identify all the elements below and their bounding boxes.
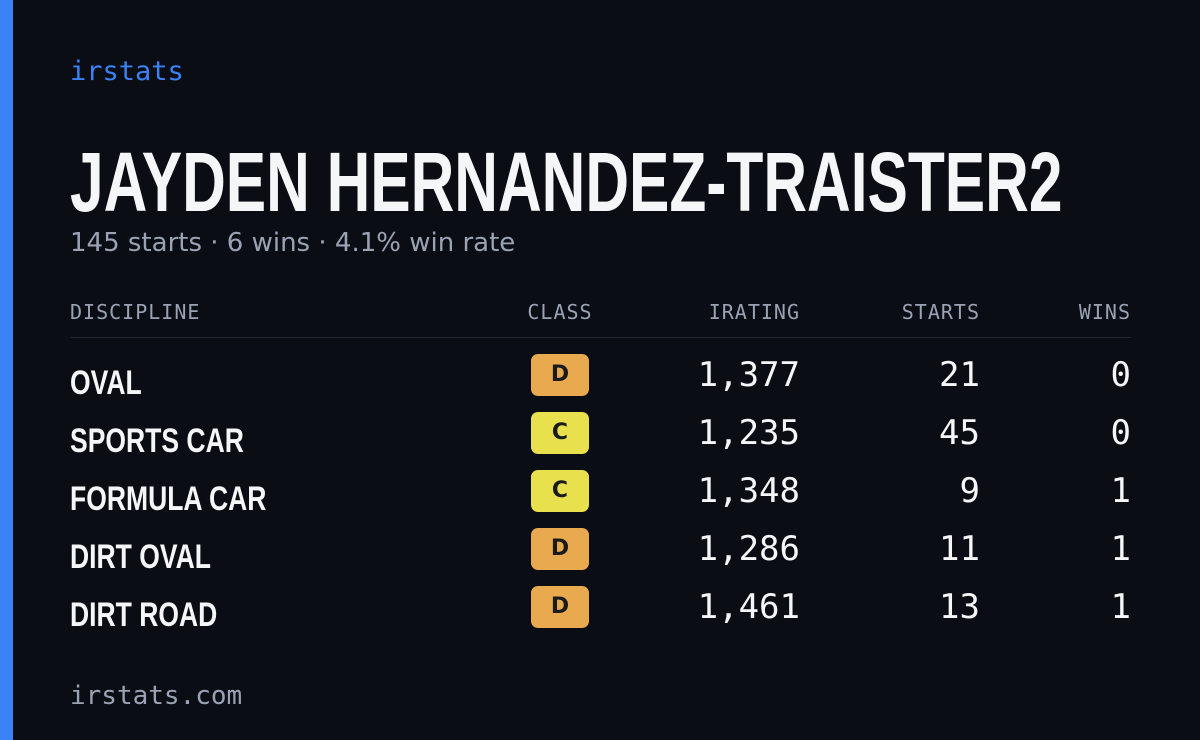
irating: 1,377 bbox=[697, 355, 800, 395]
discipline: OVAL bbox=[70, 364, 142, 402]
column-header: DISCIPLINE bbox=[70, 300, 201, 324]
wins: 0 bbox=[1110, 355, 1131, 395]
starts: 13 bbox=[939, 587, 980, 627]
irating: 1,348 bbox=[697, 471, 800, 511]
discipline: FORMULA CAR bbox=[70, 480, 267, 518]
wins: 1 bbox=[1110, 471, 1131, 511]
summary: 145 starts · 6 wins · 4.1% win rate bbox=[70, 228, 516, 258]
class-badge: D bbox=[531, 354, 589, 396]
discipline: DIRT OVAL bbox=[70, 538, 211, 576]
discipline: DIRT ROAD bbox=[70, 596, 218, 634]
irating: 1,461 bbox=[697, 587, 800, 627]
class-badge: D bbox=[531, 528, 589, 570]
class-badge: C bbox=[531, 470, 589, 512]
column-header: IRATING bbox=[708, 300, 800, 324]
column-header: STARTS bbox=[901, 300, 980, 324]
starts: 45 bbox=[939, 413, 980, 453]
wins: 1 bbox=[1110, 529, 1131, 569]
class-badge: C bbox=[531, 412, 589, 454]
column-header: WINS bbox=[1078, 300, 1131, 324]
irating: 1,286 bbox=[697, 529, 800, 569]
discipline: SPORTS CAR bbox=[70, 422, 244, 460]
driver-name: JAYDEN HERNANDEZ-TRAISTER2 bbox=[70, 135, 1063, 229]
irating: 1,235 bbox=[697, 413, 800, 453]
accent-bar bbox=[0, 0, 13, 740]
class-badge: D bbox=[531, 586, 589, 628]
starts: 11 bbox=[939, 529, 980, 569]
starts: 9 bbox=[959, 471, 980, 511]
starts: 21 bbox=[939, 355, 980, 395]
column-header: CLASS bbox=[527, 300, 593, 324]
brand: irstats bbox=[70, 56, 184, 87]
wins: 1 bbox=[1110, 587, 1131, 627]
footer-site: irstats.com bbox=[70, 681, 243, 711]
wins: 0 bbox=[1110, 413, 1131, 453]
header-rule bbox=[70, 337, 1131, 338]
